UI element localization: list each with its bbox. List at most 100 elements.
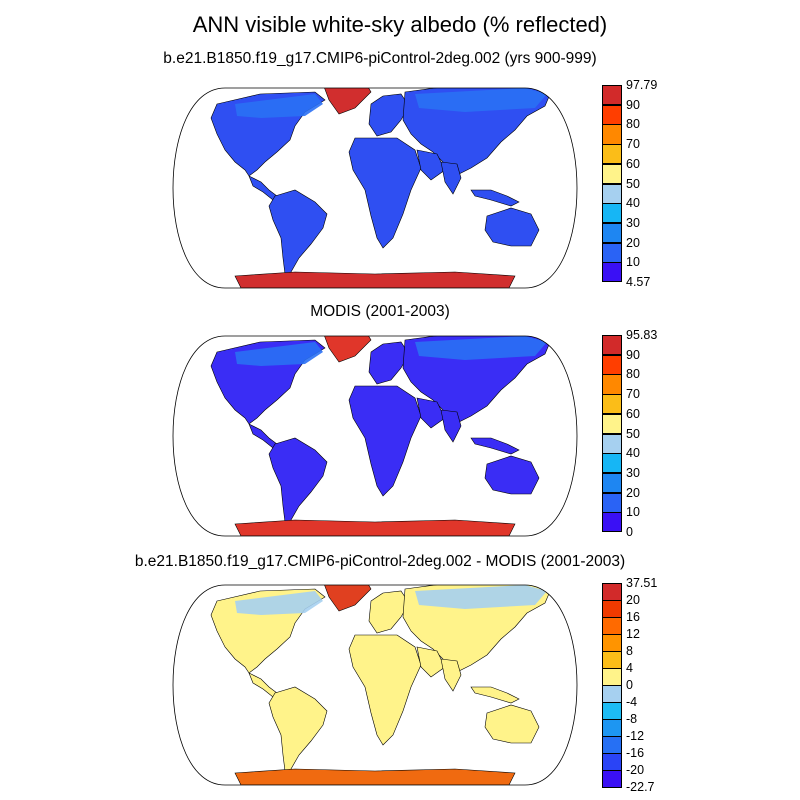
land-india bbox=[440, 658, 462, 692]
colorbar-diff: 37.51 bbox=[626, 576, 658, 590]
land-indonesia bbox=[470, 437, 520, 455]
colorbar-obs: 70 bbox=[626, 387, 640, 402]
colorbar-diff bbox=[602, 753, 622, 771]
map-frame bbox=[172, 335, 578, 537]
colorbar-obs bbox=[602, 413, 622, 434]
colorbar-diff bbox=[602, 600, 622, 618]
land-europe bbox=[368, 341, 410, 385]
colorbar-diff: 12 bbox=[626, 627, 640, 641]
colorbar-obs bbox=[602, 335, 622, 356]
highlat-canadaNorth bbox=[235, 591, 323, 615]
colorbar-model: 50 bbox=[626, 176, 640, 191]
colorbar-obs-labels: 95.83 90 80 70 60 50 40 30 20 10 0 bbox=[626, 329, 706, 539]
colorbar-model: 90 bbox=[626, 97, 640, 112]
land-greenland bbox=[322, 336, 372, 363]
colorbar-model bbox=[602, 163, 622, 184]
highlat-siberia bbox=[415, 88, 547, 112]
colorbar-diff bbox=[602, 668, 622, 686]
colorbar-obs bbox=[602, 453, 622, 474]
colorbar-diff: 4 bbox=[626, 661, 633, 675]
colorbar-model bbox=[602, 203, 622, 224]
colorbar-diff bbox=[602, 617, 622, 635]
land-southAmerica bbox=[268, 437, 328, 523]
land-antarctica bbox=[234, 768, 516, 785]
colorbar-model: 10 bbox=[626, 255, 640, 270]
land-africa bbox=[348, 634, 422, 746]
colorbar-model: 60 bbox=[626, 156, 640, 171]
colorbar-model bbox=[602, 124, 622, 145]
colorbar-model bbox=[602, 183, 622, 204]
map-frame bbox=[172, 584, 578, 786]
colorbar-obs: 20 bbox=[626, 485, 640, 500]
land-greenland bbox=[322, 585, 372, 612]
colorbar-obs bbox=[602, 335, 622, 533]
colorbar-obs: 80 bbox=[626, 367, 640, 382]
colorbar-obs bbox=[602, 394, 622, 415]
land-arabia bbox=[416, 646, 446, 678]
colorbar-diff bbox=[602, 634, 622, 652]
map-obs bbox=[172, 335, 578, 537]
colorbar-diff: -20 bbox=[626, 763, 645, 777]
colorbar-model bbox=[602, 85, 622, 106]
panel-diff-title: b.e21.B1850.f19_g17.CMIP6-piControl-2deg… bbox=[134, 553, 626, 570]
land-australia bbox=[484, 704, 540, 744]
colorbar-obs: 60 bbox=[626, 406, 640, 421]
colorbar-obs: 30 bbox=[626, 465, 640, 480]
map-frame bbox=[172, 87, 578, 289]
land-antarctica bbox=[234, 519, 516, 536]
colorbar-diff-labels: 37.51 20 16 12 8 4 0 -4 -8 -12 -16 -20 -22.7 bbox=[626, 577, 706, 794]
colorbar-diff bbox=[602, 702, 622, 720]
colorbar-diff bbox=[602, 583, 622, 788]
panel-obs-title: MODIS (2001-2003) bbox=[310, 303, 450, 320]
land-southAmerica bbox=[268, 189, 328, 275]
colorbar-obs bbox=[602, 354, 622, 375]
highlat-siberia bbox=[415, 585, 547, 609]
land-africa bbox=[348, 137, 422, 249]
colorbar-model-labels: 97.79 90 80 70 60 50 40 30 20 10 4.57 bbox=[626, 79, 706, 289]
colorbar-model: 40 bbox=[626, 196, 640, 211]
colorbar-obs: 40 bbox=[626, 446, 640, 461]
colorbar-model bbox=[602, 222, 622, 244]
land-africa bbox=[348, 385, 422, 497]
colorbar-model: 20 bbox=[626, 235, 640, 250]
colorbar-obs: 90 bbox=[626, 347, 640, 362]
colorbar-model: 4.57 bbox=[626, 275, 651, 289]
highlat-canadaNorth bbox=[235, 94, 323, 118]
land-greenland bbox=[322, 88, 372, 115]
colorbar-model: 70 bbox=[626, 137, 640, 152]
colorbar-obs: 50 bbox=[626, 426, 640, 441]
colorbar-obs: 95.83 bbox=[626, 328, 658, 342]
land-arabia bbox=[416, 397, 446, 429]
map-model bbox=[172, 87, 578, 289]
colorbar-model: 80 bbox=[626, 117, 640, 132]
colorbar-obs bbox=[602, 512, 622, 533]
land-india bbox=[440, 409, 462, 443]
colorbar-diff bbox=[602, 583, 622, 601]
colorbar-model: 97.79 bbox=[626, 78, 658, 92]
land-arabia bbox=[416, 149, 446, 181]
land-antarctica bbox=[234, 271, 516, 288]
colorbar-diff: -22.7 bbox=[626, 780, 655, 794]
colorbar-obs bbox=[602, 433, 622, 454]
colorbar-model bbox=[602, 104, 622, 125]
colorbar-model bbox=[602, 242, 622, 263]
colorbar-diff bbox=[602, 770, 622, 788]
colorbar-model bbox=[602, 144, 622, 165]
colorbar-obs bbox=[602, 472, 622, 494]
colorbar-diff: -12 bbox=[626, 729, 645, 743]
land-europe bbox=[368, 590, 410, 634]
colorbar-diff: 20 bbox=[626, 593, 640, 607]
figure-title: ANN visible white-sky albedo (% reflecte… bbox=[192, 12, 608, 37]
colorbar-diff bbox=[602, 719, 622, 737]
colorbar-diff: 0 bbox=[626, 678, 633, 692]
colorbar-diff: -16 bbox=[626, 746, 645, 760]
land-india bbox=[440, 161, 462, 195]
highlat-canadaNorth bbox=[235, 342, 323, 366]
colorbar-diff bbox=[602, 736, 622, 754]
land-indonesia bbox=[470, 686, 520, 704]
colorbar-model: 30 bbox=[626, 215, 640, 230]
map-diff bbox=[172, 584, 578, 786]
colorbar-diff: 8 bbox=[626, 644, 633, 658]
colorbar-obs bbox=[602, 374, 622, 395]
land-southAmerica bbox=[268, 686, 328, 772]
